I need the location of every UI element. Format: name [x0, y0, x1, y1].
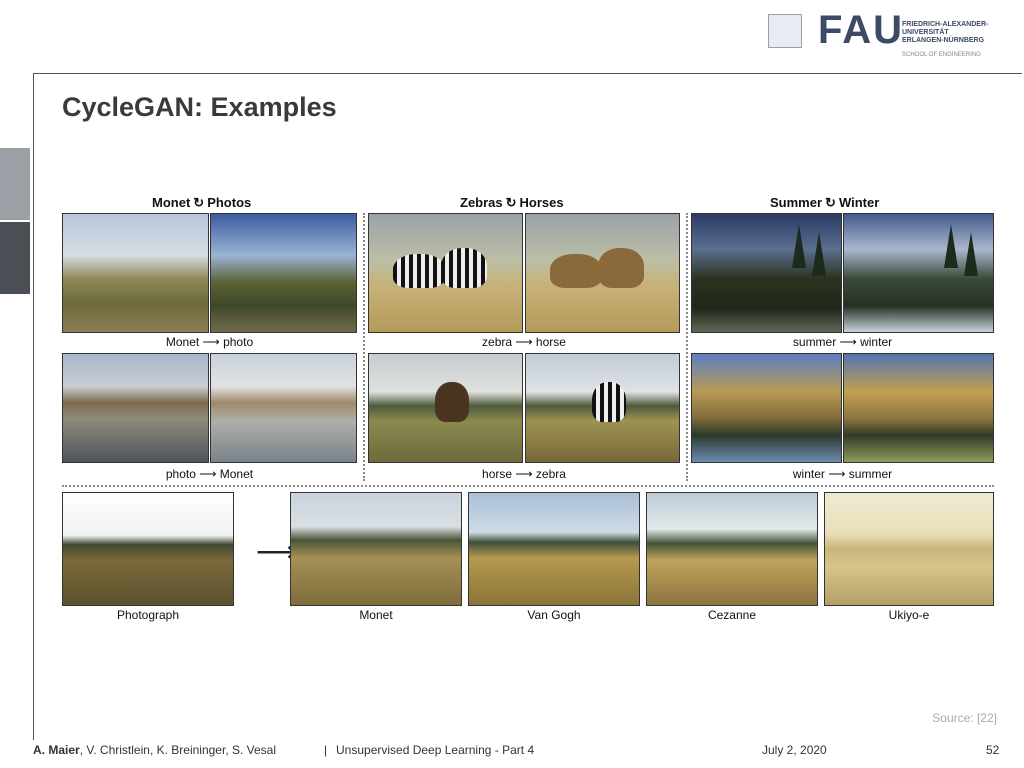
caption-photo-to-monet: photo ⟶ Monet — [165, 467, 254, 481]
zebra-shape — [592, 382, 626, 422]
side-tab-light — [0, 148, 30, 220]
tree-shape — [792, 224, 806, 268]
zebra-photo-image — [368, 213, 523, 333]
label-van-gogh: Van Gogh — [527, 608, 581, 622]
caption-zebra-to-horse: zebra ⟶ horse — [482, 335, 566, 349]
cezanne-style-image — [646, 492, 818, 606]
transfer-arrow: ⟶ — [256, 536, 297, 567]
fau-logo: FAU — [818, 8, 904, 52]
label-photograph: Photograph — [116, 608, 180, 622]
slide-frame — [33, 73, 1022, 740]
cycle-icon: ↻ — [193, 195, 205, 210]
horse-shape — [598, 248, 644, 288]
group-right-label: Horses — [519, 195, 564, 210]
harbor-photo-image — [62, 353, 209, 463]
zebra-translation-image — [525, 353, 680, 463]
monet-style-image — [290, 492, 462, 606]
page-number: 52 — [986, 743, 1000, 757]
group-heading-zebras-horses: Zebras ↻ Horses — [460, 195, 564, 211]
horse-shape — [550, 254, 602, 288]
ukiyo-e-style-image — [824, 492, 994, 606]
tree-shape — [944, 224, 958, 268]
cycle-icon: ↻ — [505, 195, 517, 210]
label-monet: Monet — [359, 608, 393, 622]
photo-translation-image — [210, 213, 357, 333]
row-divider — [62, 485, 994, 487]
footer-date: July 2, 2020 — [762, 743, 827, 757]
tree-shape — [964, 232, 978, 276]
tree-shape — [812, 232, 826, 276]
cycle-icon: ↻ — [825, 195, 836, 210]
side-tab-dark — [0, 222, 30, 294]
zebra-shape — [393, 254, 445, 288]
summer-photo-image — [691, 213, 842, 333]
university-line: ERLANGEN-NÜRNBERG — [902, 37, 985, 44]
footer-separator: | — [324, 743, 328, 757]
group-right-label: Winter — [838, 195, 880, 210]
van-gogh-style-image — [468, 492, 640, 606]
slide-footer: A. Maier, V. Christlein, K. Breininger, … — [0, 741, 1024, 761]
harbor-monet-image — [210, 353, 357, 463]
source-citation: Source: [22] — [932, 711, 997, 725]
caption-summer-to-winter: summer ⟶ winter — [792, 335, 893, 349]
group-left-label: Summer — [770, 195, 823, 210]
group-divider — [686, 213, 688, 481]
lead-author: A. Maier — [33, 743, 80, 757]
group-heading-monet-photos: Monet ↻ Photos — [152, 195, 251, 211]
caption-winter-to-summer: winter ⟶ summer — [792, 467, 893, 481]
university-line: FRIEDRICH-ALEXANDER- — [902, 21, 989, 28]
group-right-label: Photos — [207, 195, 252, 210]
slide-title: CycleGAN: Examples — [62, 92, 337, 122]
group-left-label: Zebras — [460, 195, 503, 210]
horse-shape — [435, 382, 469, 422]
footer-authors: A. Maier, V. Christlein, K. Breininger, … — [33, 743, 276, 757]
coauthors: , V. Christlein, K. Breininger, S. Vesal — [79, 743, 277, 757]
university-line: UNIVERSITÄT — [902, 29, 949, 36]
summer-translation-image — [843, 353, 994, 463]
label-ukiyo-e: Ukiyo-e — [888, 608, 930, 622]
caption-horse-to-zebra: horse ⟶ zebra — [482, 467, 566, 481]
winter-photo-image — [691, 353, 842, 463]
monet-painting-image — [62, 213, 209, 333]
label-cezanne: Cezanne — [707, 608, 757, 622]
winter-translation-image — [843, 213, 994, 333]
horse-translation-image — [525, 213, 680, 333]
group-divider — [363, 213, 365, 481]
school-name: SCHOOL OF ENGINEERING — [902, 52, 981, 58]
footer-course: Unsupervised Deep Learning - Part 4 — [336, 743, 535, 757]
university-name: FRIEDRICH-ALEXANDER- UNIVERSITÄT ERLANGE… — [902, 21, 988, 45]
horse-photo-image — [368, 353, 523, 463]
caption-monet-to-photo: Monet ⟶ photo — [165, 335, 254, 349]
seal-logo — [768, 14, 802, 48]
group-heading-summer-winter: Summer ↻ Winter — [770, 195, 879, 211]
photograph-image — [62, 492, 234, 606]
zebra-shape — [441, 248, 487, 288]
group-left-label: Monet — [152, 195, 191, 210]
